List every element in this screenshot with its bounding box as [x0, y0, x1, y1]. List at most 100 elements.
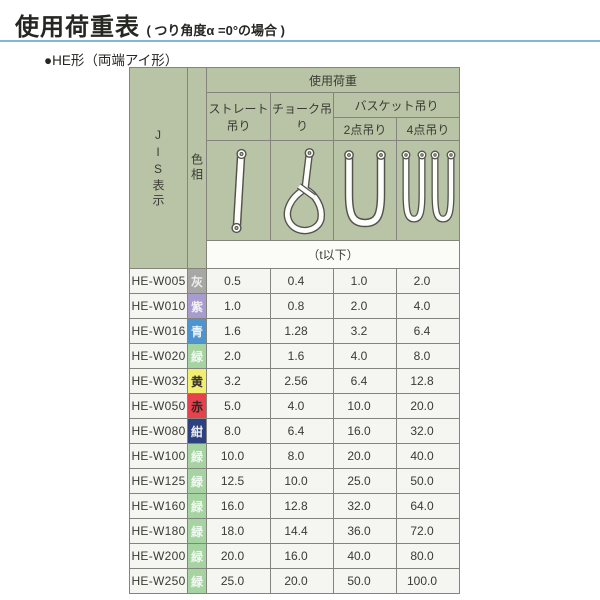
header-color-hue: 色相 [187, 67, 207, 269]
load-capacity-table: JIS表示 色相 使用荷重 ストレート吊り チョーク吊り バスケット吊り 2点吊… [129, 67, 460, 594]
load-choke: 0.4 [270, 268, 334, 294]
load-basket2: 16.0 [333, 418, 397, 444]
color-chip: 黄 [187, 368, 207, 394]
jis-code: HE-W100 [129, 443, 188, 469]
basket-4point-icon-cell [396, 140, 460, 241]
basket-2point-icon-cell [333, 140, 397, 241]
jis-code: HE-W020 [129, 343, 188, 369]
load-choke: 8.0 [270, 443, 334, 469]
jis-code: HE-W005 [129, 268, 188, 294]
load-choke: 1.28 [270, 318, 334, 344]
table-row: HE-W125 緑 12.5 10.0 25.0 50.0 [129, 468, 460, 494]
header-working-load: 使用荷重 [206, 67, 460, 93]
load-straight: 0.5 [206, 268, 271, 294]
page-title-note: ( つり角度α =0°の場合 ) [146, 23, 285, 38]
load-basket4: 2.0 [396, 268, 460, 294]
table-row: HE-W016 青 1.6 1.28 3.2 6.4 [129, 318, 460, 344]
header-basket-2point: 2点吊り [333, 117, 397, 141]
color-chip: 緑 [187, 343, 207, 369]
load-straight: 18.0 [206, 518, 271, 544]
header-jis-display: JIS表示 [129, 67, 188, 269]
load-straight: 1.6 [206, 318, 271, 344]
load-basket2: 4.0 [333, 343, 397, 369]
header-choke-hitch: チョーク吊り [270, 92, 334, 141]
jis-code: HE-W010 [129, 293, 188, 319]
load-basket4: 20.0 [396, 393, 460, 419]
page-title-wrap: 使用荷重表 ( つり角度α =0°の場合 ) [15, 7, 285, 42]
color-chip: 緑 [187, 468, 207, 494]
color-chip: 緑 [187, 443, 207, 469]
load-straight: 10.0 [206, 443, 271, 469]
unit-note: （t以下） [206, 240, 460, 269]
load-basket4: 12.8 [396, 368, 460, 394]
load-basket2: 2.0 [333, 293, 397, 319]
load-basket4: 64.0 [396, 493, 460, 519]
jis-code: HE-W200 [129, 543, 188, 569]
load-basket4: 100.0 [396, 568, 460, 594]
load-basket4: 40.0 [396, 443, 460, 469]
load-basket2: 6.4 [333, 368, 397, 394]
load-basket4: 4.0 [396, 293, 460, 319]
title-divider [0, 40, 600, 42]
table-row: HE-W080 紺 8.0 6.4 16.0 32.0 [129, 418, 460, 444]
jis-code: HE-W250 [129, 568, 188, 594]
jis-code: HE-W080 [129, 418, 188, 444]
load-straight: 16.0 [206, 493, 271, 519]
load-choke: 6.4 [270, 418, 334, 444]
load-straight: 3.2 [206, 368, 271, 394]
page-title: 使用荷重表 [15, 14, 140, 41]
load-basket2: 36.0 [333, 518, 397, 544]
load-choke: 0.8 [270, 293, 334, 319]
load-basket4: 72.0 [396, 518, 460, 544]
jis-code: HE-W180 [129, 518, 188, 544]
jis-code: HE-W032 [129, 368, 188, 394]
load-basket2: 25.0 [333, 468, 397, 494]
load-straight: 8.0 [206, 418, 271, 444]
color-chip: 青 [187, 318, 207, 344]
choke-sling-icon-cell [270, 140, 334, 241]
load-basket4: 50.0 [396, 468, 460, 494]
load-choke: 10.0 [270, 468, 334, 494]
table-row: HE-W005 灰 0.5 0.4 1.0 2.0 [129, 268, 460, 294]
color-chip: 紫 [187, 293, 207, 319]
color-chip: 緑 [187, 518, 207, 544]
jis-code: HE-W160 [129, 493, 188, 519]
jis-code: HE-W125 [129, 468, 188, 494]
table-row: HE-W032 黄 3.2 2.56 6.4 12.8 [129, 368, 460, 394]
table-row: HE-W250 緑 25.0 20.0 50.0 100.0 [129, 568, 460, 594]
load-basket2: 1.0 [333, 268, 397, 294]
load-straight: 12.5 [206, 468, 271, 494]
basket-2point-icon [344, 149, 386, 227]
load-choke: 20.0 [270, 568, 334, 594]
load-basket2: 3.2 [333, 318, 397, 344]
color-chip: 灰 [187, 268, 207, 294]
load-basket2: 20.0 [333, 443, 397, 469]
color-chip: 緑 [187, 543, 207, 569]
color-chip: 赤 [187, 393, 207, 419]
basket-4point-icon [401, 150, 456, 223]
load-straight: 2.0 [206, 343, 271, 369]
load-straight: 5.0 [206, 393, 271, 419]
section-label: ●HE形（両端アイ形） [44, 53, 179, 68]
table-row: HE-W020 緑 2.0 1.6 4.0 8.0 [129, 343, 460, 369]
header-straight-hitch: ストレート吊り [206, 92, 271, 141]
load-straight: 1.0 [206, 293, 271, 319]
color-chip: 緑 [187, 493, 207, 519]
load-basket4: 32.0 [396, 418, 460, 444]
load-choke: 12.8 [270, 493, 334, 519]
load-basket2: 50.0 [333, 568, 397, 594]
load-basket4: 8.0 [396, 343, 460, 369]
straight-sling-icon-cell [206, 140, 271, 241]
load-choke: 4.0 [270, 393, 334, 419]
header-basket-hitch: バスケット吊り [333, 92, 460, 118]
load-basket4: 80.0 [396, 543, 460, 569]
load-basket2: 10.0 [333, 393, 397, 419]
load-basket2: 32.0 [333, 493, 397, 519]
table-row: HE-W100 緑 10.0 8.0 20.0 40.0 [129, 443, 460, 469]
table-row: HE-W180 緑 18.0 14.4 36.0 72.0 [129, 518, 460, 544]
color-chip: 緑 [187, 568, 207, 594]
jis-code: HE-W050 [129, 393, 188, 419]
straight-sling-icon [230, 148, 247, 233]
color-chip: 紺 [187, 418, 207, 444]
